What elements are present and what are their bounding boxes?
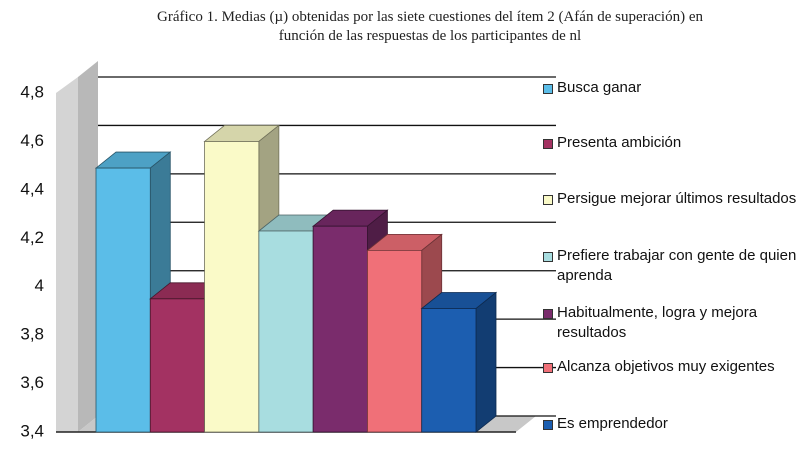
legend-swatch <box>543 420 553 430</box>
legend-label: Persigue mejorar últimos resultados <box>557 190 797 207</box>
legend-item: Prefiere trabajar con gente de quien apr… <box>543 246 805 286</box>
legend-label: Prefiere trabajar con gente de quien apr… <box>557 247 797 284</box>
legend-item: Habitualmente, logra y mejora resultados <box>543 303 805 343</box>
legend-label: Alcanza objetivos muy exigentes <box>557 358 775 375</box>
bar-side <box>475 291 497 433</box>
y-tick-label: 4 <box>35 276 44 295</box>
bar-front <box>149 298 205 433</box>
bar-front <box>258 230 314 433</box>
bar-front <box>367 249 423 433</box>
bar-front <box>204 141 260 433</box>
legend-label: Habitualmente, logra y mejora resultados <box>557 304 758 341</box>
bar-front <box>421 308 477 433</box>
legend-swatch <box>543 195 553 205</box>
y-tick-label: 4,4 <box>20 179 44 198</box>
bar-front <box>312 225 368 433</box>
chart-title: Gráfico 1. Medias (µ) obtenidas por las … <box>157 9 703 44</box>
legend-label: Presenta ambición <box>557 134 682 151</box>
y-tick-label: 4,2 <box>20 228 44 247</box>
left-wall-face <box>56 77 78 432</box>
legend-swatch <box>543 252 553 262</box>
legend-label: Es emprendedor <box>557 415 668 432</box>
legend-swatch <box>543 309 553 319</box>
y-tick-label: 4,8 <box>20 82 44 101</box>
bar-front <box>95 167 151 433</box>
y-tick-label: 3,4 <box>20 421 44 440</box>
y-tick-label: 3,6 <box>20 373 44 392</box>
left-wall <box>78 61 98 432</box>
legend-item: Es emprendedor <box>543 414 805 434</box>
legend-item: Busca ganar <box>543 78 805 98</box>
legend-item: Alcanza objetivos muy exigentes <box>543 357 805 377</box>
legend-label: Busca ganar <box>557 79 642 96</box>
y-tick-label: 3,8 <box>20 325 44 344</box>
bar <box>420 291 498 433</box>
legend-swatch <box>543 139 553 149</box>
legend-swatch <box>543 84 553 94</box>
legend-item: Persigue mejorar últimos resultados <box>543 189 805 209</box>
legend-item: Presenta ambición <box>543 133 805 153</box>
y-tick-label: 4,6 <box>20 131 44 150</box>
legend-swatch <box>543 363 553 373</box>
